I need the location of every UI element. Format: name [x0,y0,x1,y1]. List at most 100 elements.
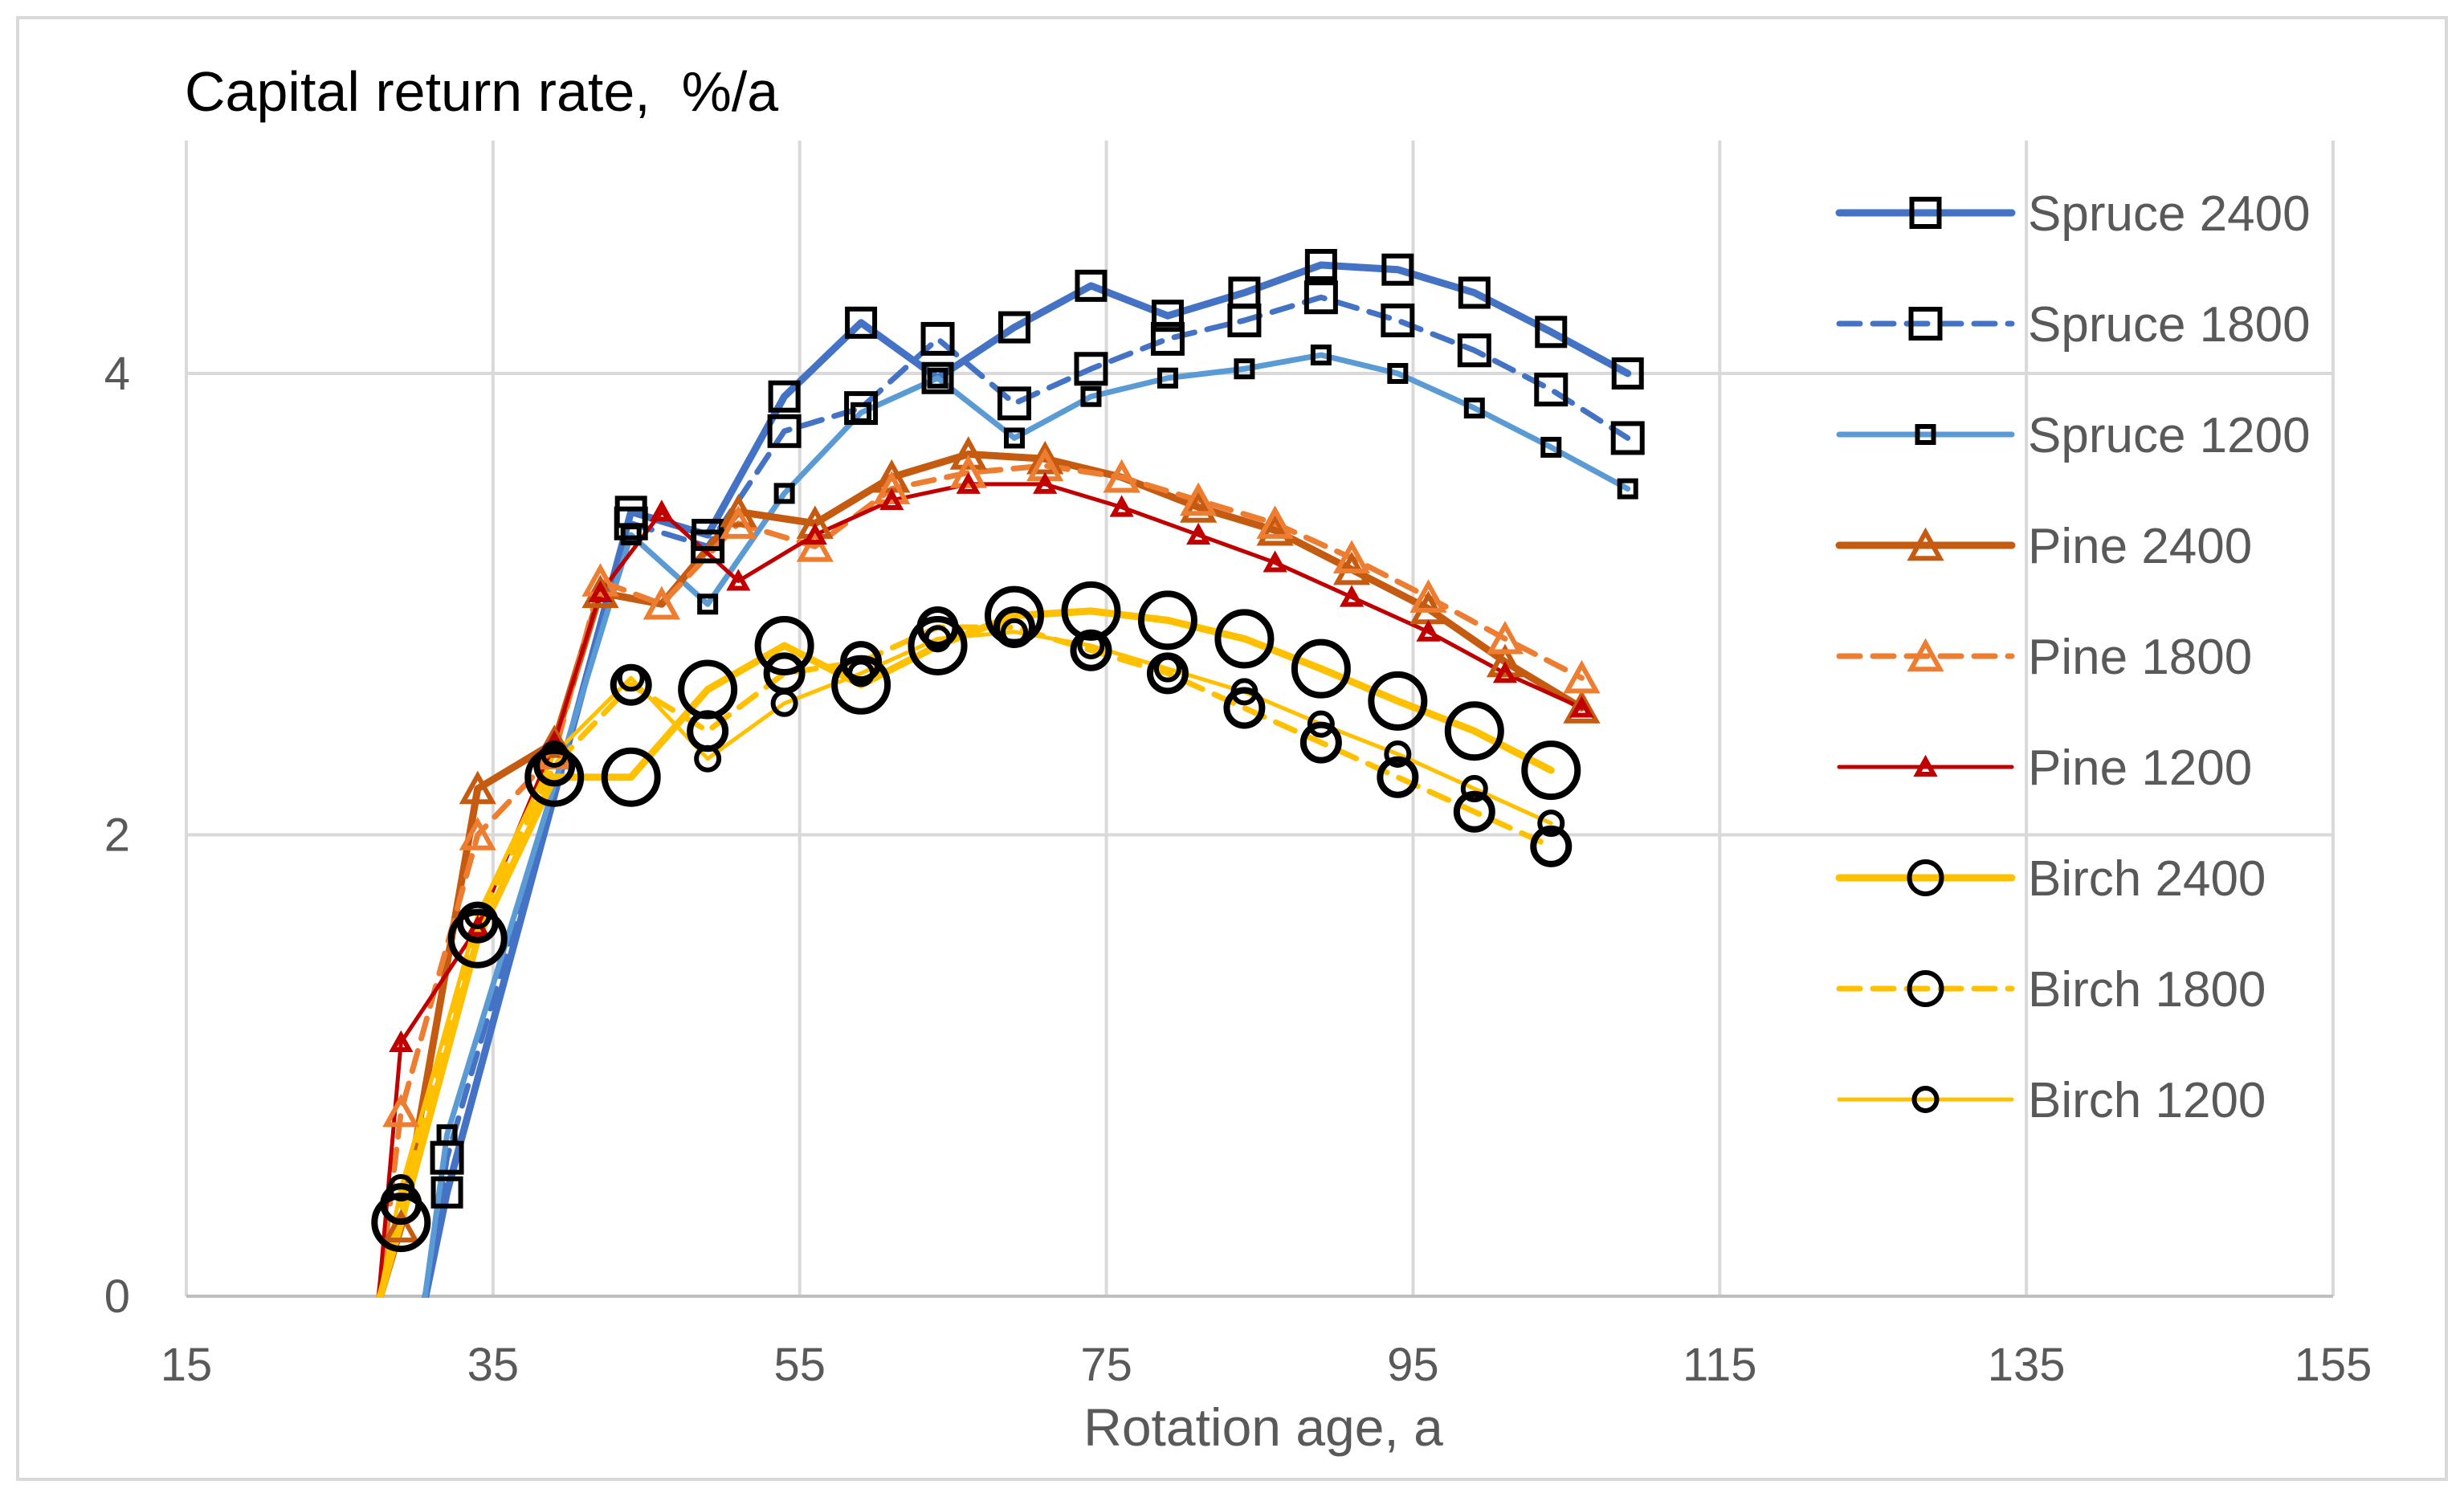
data-point [1458,276,1491,309]
data-point [1492,661,1518,683]
data-point [1617,478,1638,500]
data-point [1180,482,1218,516]
data-point [447,908,508,969]
x-tick-label: 95 [1387,1339,1439,1391]
data-point [831,655,891,715]
data-point [1486,643,1524,678]
data-point [1457,333,1491,368]
data-point [1534,373,1569,407]
data-point [1569,695,1594,718]
data-point [1384,740,1412,768]
data-point [697,593,719,615]
data-point [879,487,904,510]
data-point [459,817,496,850]
legend-marker [1913,754,1938,777]
data-point [1530,825,1573,867]
data-point [1150,321,1185,356]
data-point [1061,581,1121,641]
data-point [949,436,987,470]
series-line-spruce-1200 [422,352,1631,1298]
data-point [601,747,661,807]
data-point [533,744,576,787]
data-point [588,580,613,602]
data-point [463,902,492,930]
data-point [1223,687,1266,729]
data-point [1563,659,1601,694]
data-point [1521,740,1581,801]
data-point [541,740,569,768]
data-point [840,641,883,683]
data-point [1453,790,1495,833]
data-point [720,505,757,539]
data-point [1611,357,1644,390]
data-point [581,563,619,597]
data-point [691,529,725,564]
legend: Spruce 2400 Spruce 1800 Spruce 1200 Pine 24… [1835,186,2311,1128]
x-tick-label: 135 [1988,1339,2066,1391]
legend-marker [1907,638,1944,672]
data-point [617,664,645,692]
data-point [1103,459,1140,493]
data-point [920,321,955,356]
x-tick-label: 35 [467,1339,520,1391]
x-tick-label: 115 [1683,1339,1756,1391]
data-point [1151,300,1184,332]
data-point [802,522,827,545]
data-point [1234,358,1255,380]
legend-marker [1915,424,1936,445]
data-point [1263,550,1287,573]
data-point [998,311,1031,344]
data-point [1381,253,1414,286]
data-point [371,1193,431,1253]
data-point [1291,638,1351,699]
y-tick-label: 2 [104,810,130,862]
data-point [1001,618,1029,646]
data-point [614,506,648,540]
data-point [1180,489,1218,523]
legend-entry: Pine 2400 [2028,519,2252,574]
data-point [1080,385,1102,407]
series-markers [371,248,1645,1253]
data-point [382,1209,420,1243]
x-tick-label: 155 [2295,1339,2372,1391]
data-point [921,361,954,394]
data-point [620,524,642,546]
data-point [1537,810,1565,838]
data-point [796,528,834,562]
data-point [1214,609,1275,669]
data-point [1137,590,1197,651]
data-point [436,1124,458,1145]
data-point [1486,620,1524,655]
data-point [768,380,801,413]
legend-entry: Birch 1800 [2028,962,2266,1018]
data-point [649,500,674,522]
data-point [1535,316,1568,349]
data-point [387,1173,415,1201]
x-tick-label: 75 [1080,1339,1132,1391]
data-point [726,569,751,591]
data-point [1310,345,1332,366]
data-point [924,625,952,653]
data-point [1299,721,1342,764]
data-point [389,1030,414,1053]
data-point [1109,495,1134,517]
legend-marker [1907,970,1944,1007]
data-point [720,493,757,528]
data-point [847,659,875,687]
data-point [430,1176,463,1209]
data-point [694,744,722,773]
data-point [845,306,878,339]
data-point [643,585,680,620]
data-point [1074,352,1108,386]
legend-entry: Pine 1200 [2028,740,2252,796]
legend-entry: Spruce 2400 [2028,186,2311,242]
data-point [1227,303,1262,337]
data-point [949,455,987,488]
data-point [1186,522,1211,545]
data-point [1033,471,1058,494]
data-point [927,367,948,389]
y-tick-label: 4 [104,348,130,400]
data-point [767,414,802,448]
